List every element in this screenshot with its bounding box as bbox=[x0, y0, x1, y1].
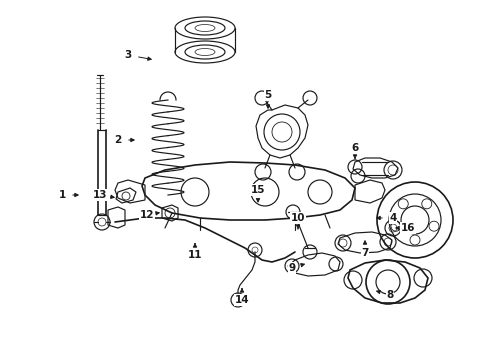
Text: 6: 6 bbox=[351, 143, 359, 153]
Text: 7: 7 bbox=[361, 248, 368, 258]
Text: 3: 3 bbox=[124, 50, 132, 60]
Text: 13: 13 bbox=[93, 190, 107, 200]
Text: 8: 8 bbox=[387, 290, 393, 300]
Text: 5: 5 bbox=[265, 90, 271, 100]
Text: 11: 11 bbox=[188, 250, 202, 260]
Text: 4: 4 bbox=[390, 213, 397, 223]
Text: 14: 14 bbox=[235, 295, 249, 305]
Text: 12: 12 bbox=[140, 210, 154, 220]
Text: 16: 16 bbox=[401, 223, 415, 233]
Text: 2: 2 bbox=[114, 135, 122, 145]
Text: 10: 10 bbox=[291, 213, 305, 223]
Text: 15: 15 bbox=[251, 185, 265, 195]
Text: 9: 9 bbox=[289, 263, 295, 273]
Text: 1: 1 bbox=[58, 190, 66, 200]
